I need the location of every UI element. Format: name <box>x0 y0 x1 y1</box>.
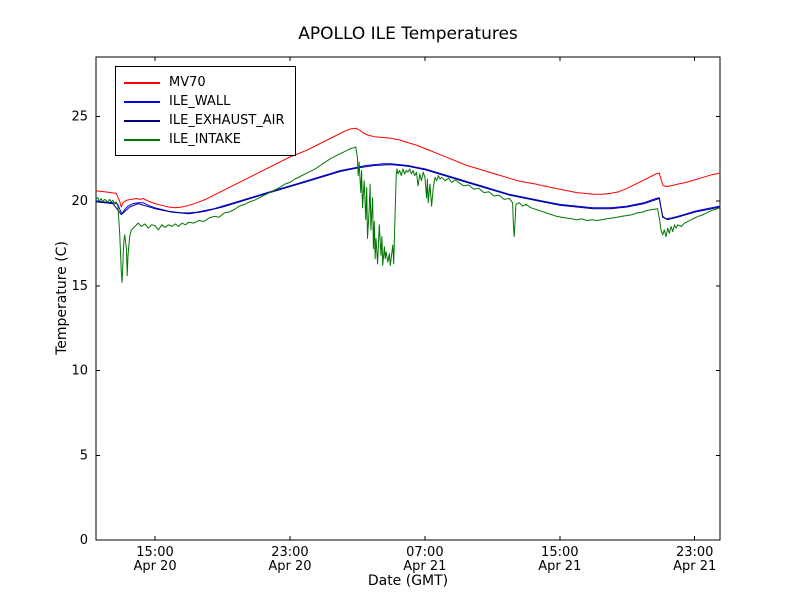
chart-title: APOLLO ILE Temperatures <box>298 24 518 44</box>
y-tick-label: 25 <box>71 109 88 124</box>
legend-label-ile-exhaust-air: ILE_EXHAUST_AIR <box>169 113 285 128</box>
series-ile_intake <box>95 146 721 283</box>
y-axis-label: Temperature (C) <box>54 241 70 355</box>
x-tick-label-time: 15:00 <box>541 545 578 560</box>
x-tick-label-date: Apr 21 <box>538 559 581 574</box>
legend-label-ile-intake: ILE_INTAKE <box>169 132 241 147</box>
legend: MV70 ILE_WALL ILE_EXHAUST_AIR ILE_INTAKE <box>115 66 296 156</box>
x-axis-label: Date (GMT) <box>367 573 449 589</box>
y-tick-label: 10 <box>71 364 88 379</box>
series-ile_exhaust_air <box>95 164 721 221</box>
y-tick-label: 20 <box>71 194 88 209</box>
legend-item: ILE_WALL <box>124 92 285 111</box>
x-tick-label-date: Apr 20 <box>268 559 311 574</box>
legend-line-mv70 <box>124 81 160 84</box>
legend-item: ILE_INTAKE <box>124 130 285 149</box>
x-tick-label-time: 23:00 <box>676 545 713 560</box>
legend-item: MV70 <box>124 73 285 92</box>
legend-line-ile-intake <box>124 138 160 141</box>
x-tick-label-date: Apr 21 <box>403 559 446 574</box>
series-mv70 <box>95 127 721 209</box>
y-tick-label: 0 <box>80 533 88 548</box>
legend-line-ile-wall <box>124 100 160 103</box>
legend-label-ile-wall: ILE_WALL <box>169 94 231 109</box>
x-tick-label-date: Apr 21 <box>673 559 716 574</box>
legend-label-mv70: MV70 <box>169 75 206 90</box>
y-tick-label: 5 <box>80 448 88 463</box>
x-tick-label-time: 23:00 <box>271 545 308 560</box>
legend-line-ile-exhaust-air <box>124 119 160 122</box>
legend-item: ILE_EXHAUST_AIR <box>124 111 285 130</box>
x-tick-label-time: 15:00 <box>136 545 173 560</box>
x-tick-label-time: 07:00 <box>406 545 443 560</box>
y-tick-label: 15 <box>71 279 88 294</box>
x-tick-label-date: Apr 20 <box>133 559 176 574</box>
